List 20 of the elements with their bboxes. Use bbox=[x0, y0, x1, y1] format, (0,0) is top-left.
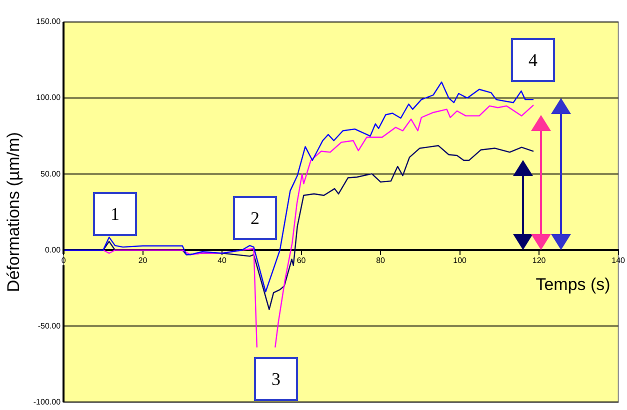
y-tick-label: 100.00 bbox=[36, 93, 62, 102]
annotation: 4 bbox=[511, 38, 555, 82]
x-tick-label: 40 bbox=[218, 256, 228, 266]
x-tick-label: 140 bbox=[612, 256, 626, 266]
annotation: 2 bbox=[233, 196, 277, 240]
y-axis-title: Déformations (µm/m) bbox=[4, 132, 23, 292]
y-tick-label: 0.00 bbox=[44, 245, 62, 254]
x-tick-label: 0 bbox=[61, 256, 66, 266]
x-tick-label: 60 bbox=[296, 256, 306, 266]
x-tick-label: 100 bbox=[453, 256, 468, 266]
annotation: 1 bbox=[93, 192, 137, 236]
x-tick-label: 80 bbox=[376, 256, 386, 266]
y-tick-label: 50.00 bbox=[40, 169, 62, 178]
annotation: 3 bbox=[254, 357, 298, 401]
y-tick-label: 150.00 bbox=[36, 17, 62, 26]
y-tick-label: -50.00 bbox=[38, 321, 62, 330]
y-tick-label: -100.00 bbox=[33, 397, 62, 406]
x-axis-title: Temps (s) bbox=[536, 274, 610, 294]
x-tick-label: 120 bbox=[532, 256, 546, 266]
x-tick-label: 20 bbox=[138, 256, 148, 266]
